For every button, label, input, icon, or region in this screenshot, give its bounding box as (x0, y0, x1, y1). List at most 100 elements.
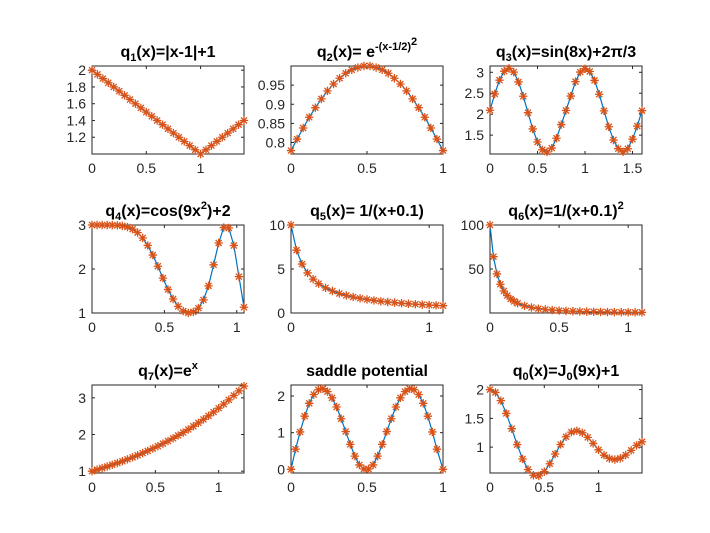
x-tick-label: 0 (287, 160, 295, 176)
data-point-marker (169, 128, 178, 138)
data-point-marker (566, 91, 575, 101)
subplot-title: saddle potential (306, 363, 428, 380)
data-point-marker (502, 409, 511, 418)
axes-box (91, 65, 245, 155)
data-point-marker (199, 415, 208, 424)
data-point-marker (396, 393, 405, 403)
data-point-marker (108, 460, 117, 469)
x-tick-label: 0.5 (549, 319, 569, 335)
data-point-marker (378, 440, 387, 449)
subplot-title: q4(x)=cos(9x2)+2 (105, 200, 230, 223)
x-tick-label: 0.5 (528, 160, 548, 176)
data-point-marker (204, 281, 213, 291)
data-point-marker (419, 399, 428, 408)
data-point-marker (314, 279, 323, 288)
y-tick-label: 1.5 (465, 410, 485, 426)
data-point-marker (173, 431, 183, 440)
data-point-marker (431, 301, 441, 310)
x-tick-label: 0.5 (357, 160, 377, 176)
data-point-marker (128, 453, 137, 462)
y-tick-label: 2 (78, 427, 86, 443)
data-point-marker (585, 67, 594, 76)
data-point-marker (174, 133, 184, 142)
y-tick-label: 0.95 (258, 77, 285, 93)
data-point-marker (298, 123, 308, 133)
data-point-marker (297, 259, 307, 269)
data-point-marker (518, 454, 527, 464)
x-tick-label: 0 (486, 319, 494, 335)
data-point-marker (189, 307, 198, 317)
x-tick-label: 0 (88, 319, 96, 335)
data-point-marker (489, 252, 498, 261)
data-point-marker (104, 78, 113, 87)
data-point-marker (492, 269, 502, 279)
data-point-marker (327, 393, 337, 403)
y-tick-label: 1.2 (67, 129, 87, 145)
data-point-marker (148, 250, 157, 260)
data-point-marker (239, 116, 249, 125)
data-point-marker (353, 63, 363, 72)
data-point-marker (376, 297, 386, 306)
data-point-marker (438, 146, 448, 155)
data-point-marker (219, 223, 228, 232)
data-point-marker (311, 103, 320, 112)
subplot-3: 0 0.5 1 1.5 1.5 2 2.5 3 q3(x)=sin(8x)+2π/3 (465, 44, 647, 176)
y-tick-label: 2 (78, 261, 86, 277)
y-tick-label: 1.5 (465, 127, 485, 143)
data-point-marker (523, 108, 533, 117)
x-tick-label: 0 (88, 160, 96, 176)
data-point-marker (228, 124, 238, 134)
data-point-marker (523, 465, 533, 474)
data-point-marker (239, 381, 249, 391)
axes-box (290, 65, 444, 155)
data-point-marker (168, 434, 178, 443)
data-point-marker (513, 299, 522, 308)
data-point-marker (209, 407, 218, 417)
data-point-marker (369, 296, 379, 305)
y-tick-label: 2 (476, 382, 484, 398)
data-point-marker (201, 145, 211, 155)
data-point-marker (637, 106, 647, 115)
data-point-marker (623, 144, 632, 153)
data-point-marker (378, 65, 387, 75)
data-point-marker (118, 457, 127, 466)
data-point-marker (368, 460, 378, 470)
data-point-marker (594, 445, 603, 455)
data-point-marker (583, 433, 592, 442)
data-point-marker (552, 134, 561, 143)
y-tick-label: 3 (476, 64, 484, 80)
data-point-marker (400, 387, 410, 396)
data-point-marker (305, 399, 314, 408)
data-point-marker (163, 285, 173, 294)
x-tick-label: 0.5 (357, 479, 377, 495)
data-point-marker (529, 471, 538, 480)
axes-box (91, 224, 245, 314)
data-point-marker (355, 294, 365, 303)
data-point-marker (207, 141, 216, 150)
data-point-marker (303, 268, 312, 278)
data-point-marker (87, 466, 97, 476)
subplot-6: 0 0.5 1 50 100 q6(x)=1/(x+0.1)2 (461, 200, 647, 335)
subplot-1: 0 0.5 1 1.21.41.61.82 q1(x)=|x-1|+1 (67, 44, 249, 176)
data-point-marker (411, 300, 420, 309)
data-point-marker (158, 120, 167, 129)
data-point-marker (87, 220, 97, 230)
data-point-marker (609, 135, 618, 145)
data-point-marker (491, 388, 500, 397)
data-point-marker (621, 450, 630, 460)
data-point-marker (148, 444, 157, 453)
data-point-marker (390, 298, 399, 307)
x-tick-label: 1 (233, 319, 241, 335)
data-point-marker (329, 79, 338, 89)
data-point-marker (108, 220, 117, 230)
y-tick-label: 0.9 (266, 96, 286, 112)
y-tick-label: 2 (277, 388, 285, 404)
data-point-marker (136, 103, 146, 113)
x-tick-label: 1 (581, 160, 589, 176)
data-point-marker (561, 432, 571, 441)
data-point-marker (616, 454, 625, 463)
data-point-marker (514, 77, 523, 87)
data-point-marker (541, 305, 550, 314)
data-point-marker (485, 385, 495, 394)
data-point-marker (500, 66, 509, 76)
